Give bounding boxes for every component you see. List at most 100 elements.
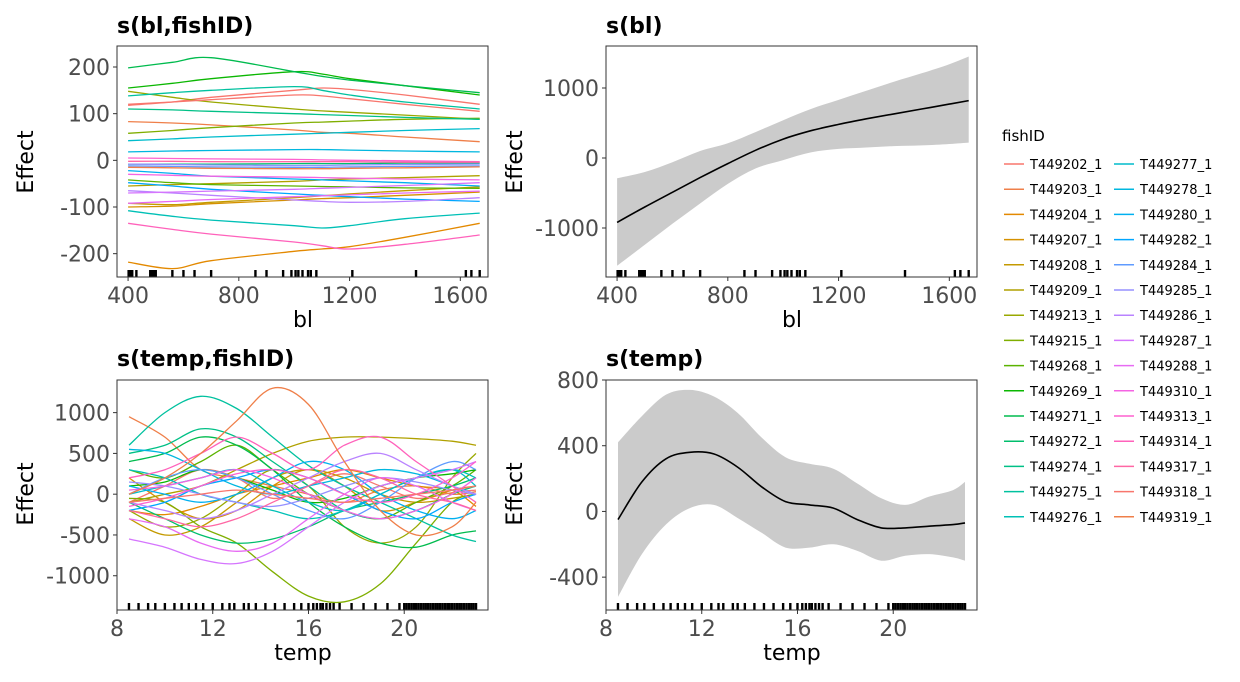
legend-label: T449317_1 [1139,460,1212,475]
series-line [128,166,480,170]
legend-label: T449271_1 [1029,410,1102,425]
y-tick-label: 0 [96,149,110,174]
legend-item: T449319_1 [1114,511,1212,526]
y-tick-label: -1000 [46,565,110,590]
legend-item: T449277_1 [1114,158,1212,173]
series-line [128,85,480,110]
legend-item: T449282_1 [1114,234,1212,249]
series-line [128,173,480,181]
series-line [128,190,480,203]
x-tick-label: 800 [707,284,749,309]
y-axis-label: Effect [503,462,528,526]
y-tick-label: 0 [96,483,110,508]
legend-label: T449278_1 [1139,183,1212,198]
legend-item: T449209_1 [1004,284,1102,299]
series-line [128,460,477,565]
legend-item: T449203_1 [1004,183,1102,198]
series-line [128,485,477,503]
y-tick-label: -100 [60,196,110,221]
x-axis-label: bl [782,308,802,333]
y-tick-label: -200 [60,243,110,268]
series-line [128,108,480,120]
series-line [128,468,477,528]
y-tick-label: 400 [557,435,599,460]
fit-line [617,451,966,530]
plot-frame [116,45,489,278]
series-line [128,163,480,167]
legend-label: T449313_1 [1139,410,1212,425]
series-line [128,222,480,270]
legend-label: T449213_1 [1029,309,1102,324]
legend-label: T449310_1 [1139,385,1212,400]
x-tick-label: 12 [688,617,716,642]
legend-item: T449280_1 [1114,208,1212,223]
series-line [128,148,480,153]
panel-title: s(temp,fishID) [117,347,294,372]
y-tick-label: 800 [557,369,599,394]
legend-item: T449274_1 [1004,460,1102,475]
series-line [128,460,477,520]
x-tick-label: 8 [599,617,613,642]
legend-item: T449204_1 [1004,208,1102,223]
panel-title: s(bl,fishID) [117,14,253,39]
series-line [128,87,480,106]
legend-item: T449287_1 [1114,334,1212,349]
legend-item: T449213_1 [1004,309,1102,324]
legend-label: T449284_1 [1139,259,1212,274]
x-tick-label: 1600 [432,284,488,309]
x-tick-label: 16 [294,617,322,642]
series-line [128,182,480,194]
legend-label: T449285_1 [1139,284,1212,299]
panel-title: s(temp) [606,347,703,372]
plot-frame [116,379,489,611]
series-line [128,182,480,203]
y-tick-label: 0 [585,500,599,525]
series-line [128,493,477,604]
legend: fishID T449202_1 T449203_1 T449204_1 T44920… [1002,127,1212,526]
series-line [128,165,480,169]
legend-label: T449319_1 [1139,511,1212,526]
y-axis-label: Effect [14,130,39,194]
x-tick-label: 12 [199,617,227,642]
panel-temp: s(temp) 8 12 16 20 -400 0 400 800 temp Effect [503,347,978,666]
series-line [128,436,477,503]
legend-item: T449202_1 [1004,158,1102,173]
y-axis-label: Effect [14,462,39,526]
legend-item: T449271_1 [1004,410,1102,425]
legend-label: T449277_1 [1139,158,1212,173]
panel-title: s(bl) [606,14,663,39]
legend-label: T449275_1 [1029,486,1102,501]
series-line [128,56,480,94]
series-line [128,157,480,163]
x-tick-label: 800 [218,284,260,309]
plot-frame [605,45,978,278]
legend-label: T449280_1 [1139,208,1212,223]
series-line [128,210,480,229]
legend-item: T449313_1 [1114,410,1212,425]
y-tick-label: 0 [585,147,599,172]
legend-label: T449276_1 [1029,511,1102,526]
legend-item: T449215_1 [1004,334,1102,349]
legend-label: T449202_1 [1029,158,1102,173]
series-line [128,386,477,537]
y-tick-label: -500 [60,524,110,549]
legend-label: T449203_1 [1029,183,1102,198]
legend-item: T449317_1 [1114,460,1212,475]
legend-item: T449314_1 [1114,435,1212,450]
legend-item: T449278_1 [1114,183,1212,198]
legend-label: T449268_1 [1029,360,1102,375]
legend-item: T449285_1 [1114,284,1212,299]
legend-item: T449288_1 [1114,360,1212,375]
y-tick-label: 200 [68,56,110,81]
y-tick-label: 1000 [54,402,110,427]
y-tick-label: -400 [549,566,599,591]
x-axis-label: temp [763,641,821,666]
confidence-band [617,56,969,266]
legend-label: T449208_1 [1029,259,1102,274]
y-tick-label: 500 [68,442,110,467]
legend-item: T449284_1 [1114,259,1212,274]
legend-label: T449204_1 [1029,208,1102,223]
series-line [128,117,480,134]
legend-label: T449207_1 [1029,234,1102,249]
